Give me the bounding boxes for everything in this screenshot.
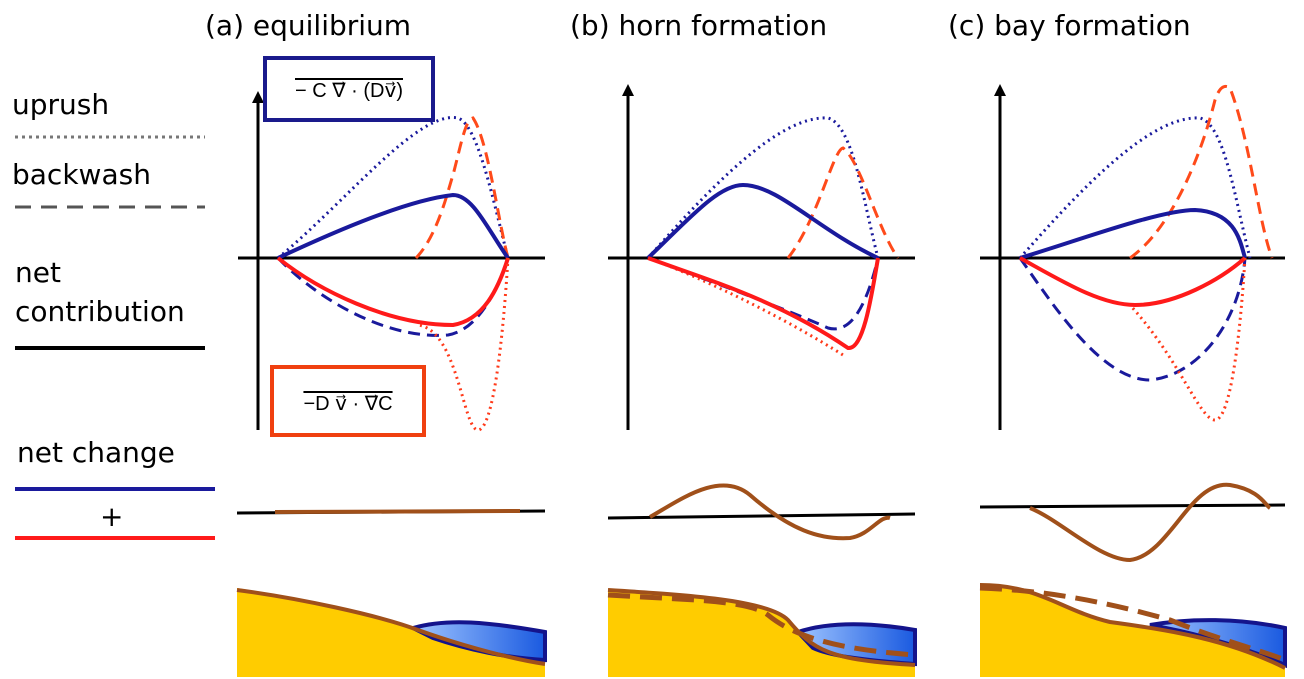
- legend-uprush: uprush: [12, 88, 109, 121]
- formula-advection: − C ∇⃗ · (Dv⃗): [295, 80, 403, 102]
- formula-diffusion: −D v⃗ · ∇⃗C: [303, 393, 392, 415]
- panel-a: − C ∇⃗ · (Dv⃗) −D v⃗ · ∇⃗C: [237, 58, 545, 677]
- diagram: uprush backwash net contribution net cha…: [0, 0, 1304, 679]
- panel-c: [980, 86, 1285, 677]
- legend-backwash: backwash: [12, 158, 151, 191]
- panel-b: [608, 90, 915, 677]
- legend-net-change: net change: [17, 436, 175, 469]
- panel-title: (c) bay formation: [948, 9, 1191, 42]
- legend-contribution: contribution: [15, 295, 185, 328]
- panel-title: (b) horn formation: [570, 9, 827, 42]
- legend-net: net: [15, 256, 61, 289]
- legend-plus: +: [100, 500, 123, 533]
- panel-title: (a) equilibrium: [205, 9, 411, 42]
